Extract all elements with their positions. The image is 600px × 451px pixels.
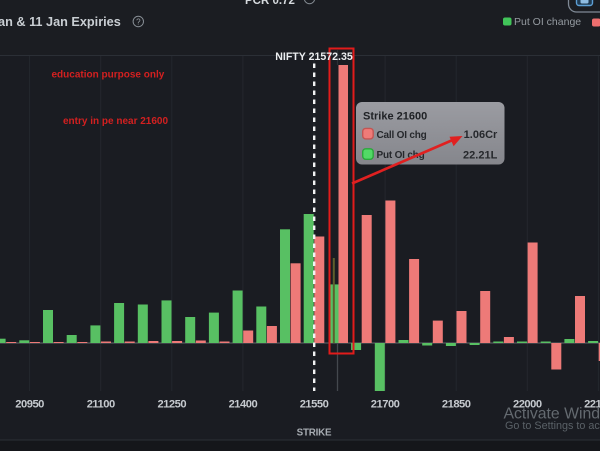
svg-text:education purpose only: education purpose only	[52, 69, 165, 80]
svg-text:21850: 21850	[442, 399, 471, 411]
svg-text:Put OI chg: Put OI chg	[377, 150, 425, 161]
svg-text:21400: 21400	[229, 399, 258, 411]
svg-text:entry in pe near 21600: entry in pe near 21600	[63, 116, 168, 127]
svg-text:22000: 22000	[513, 399, 542, 411]
svg-text:21550: 21550	[300, 399, 329, 411]
svg-text:Go to Settings to activate: Go to Settings to activate	[505, 420, 600, 432]
svg-text:NIFTY 21572.35: NIFTY 21572.35	[275, 51, 353, 63]
svg-text:STRIKE: STRIKE	[297, 428, 332, 439]
svg-text:22.21L: 22.21L	[463, 149, 498, 161]
svg-text:Call OI chg: Call OI chg	[377, 130, 427, 141]
svg-text:Jan & 11 Jan Expiries: Jan & 11 Jan Expiries	[0, 15, 121, 29]
svg-text:21700: 21700	[371, 399, 400, 411]
svg-text:21250: 21250	[157, 399, 186, 411]
svg-text:Put OI change: Put OI change	[514, 16, 581, 28]
svg-text:21100: 21100	[87, 399, 115, 411]
svg-text:PCR 0.72: PCR 0.72	[245, 0, 295, 7]
svg-text:Activate Windows: Activate Windows	[504, 406, 600, 423]
svg-text:22150: 22150	[584, 399, 600, 411]
svg-text:?: ?	[136, 18, 141, 27]
svg-text:Strike 21600: Strike 21600	[363, 111, 427, 123]
svg-text:20950: 20950	[15, 399, 44, 411]
svg-text:1.06Cr: 1.06Cr	[464, 129, 498, 141]
